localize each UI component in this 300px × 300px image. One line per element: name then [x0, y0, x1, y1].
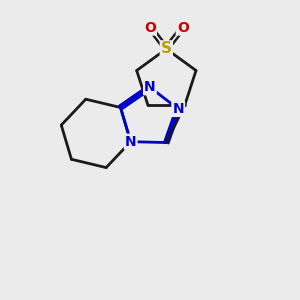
Text: O: O	[177, 20, 189, 34]
Text: N: N	[144, 80, 156, 94]
Text: S: S	[161, 41, 172, 56]
Text: O: O	[144, 20, 156, 34]
Text: N: N	[172, 102, 184, 116]
Text: N: N	[125, 135, 136, 149]
